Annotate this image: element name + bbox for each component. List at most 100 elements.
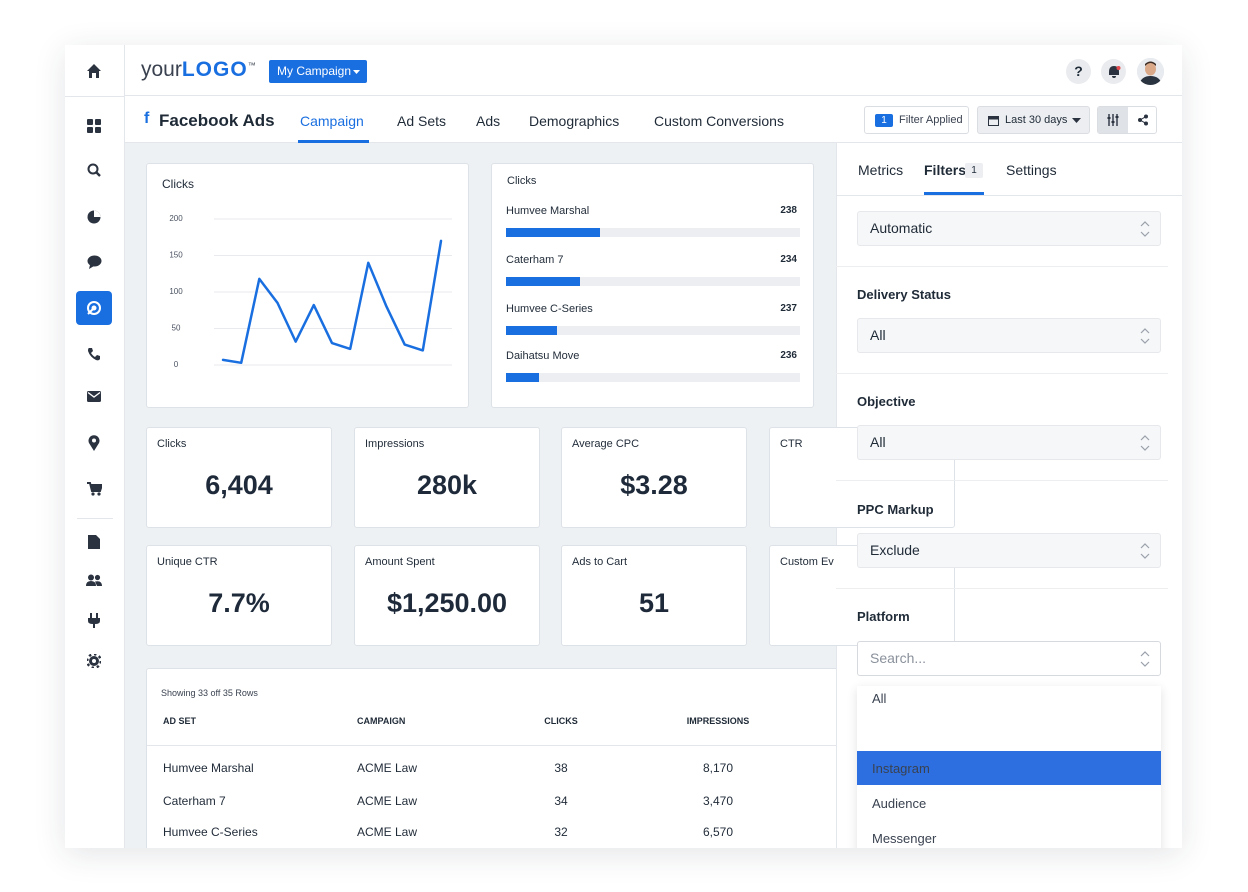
document-icon[interactable] (88, 535, 100, 549)
table-cell: Humvee C-Series (163, 825, 258, 839)
users-icon[interactable] (86, 574, 102, 586)
select-chevron (1140, 651, 1150, 667)
select-chevron (1140, 328, 1150, 344)
select[interactable]: Exclude (857, 533, 1161, 568)
section-divider (836, 266, 1168, 267)
nav-tab[interactable]: Demographics (529, 113, 620, 129)
help-button[interactable]: ? (1066, 59, 1091, 84)
dropdown-option[interactable]: Audience (872, 796, 927, 811)
select-chevron (1140, 435, 1150, 451)
metric-value: 51 (638, 588, 670, 618)
y-tick-label: 0 (174, 360, 179, 369)
column-header: CLICKS (544, 716, 578, 726)
metric-card: Impressions 280k (354, 427, 540, 528)
home-icon[interactable] (86, 63, 102, 79)
metric-label: Ads to Cart (572, 556, 628, 568)
chevron-up (1140, 651, 1150, 657)
select[interactable]: Search... (857, 641, 1161, 676)
bar-fill (506, 228, 600, 237)
bar-fill (506, 373, 539, 382)
settings-icon[interactable] (87, 654, 101, 668)
table-caption: Showing 33 off 35 Rows (161, 688, 258, 698)
campaign-button[interactable]: My Campaign (269, 60, 367, 83)
logo-prefix: your (141, 58, 182, 81)
metric-label: Average CPC (572, 438, 640, 450)
sidebar-divider (65, 96, 124, 97)
field-label: Objective (857, 394, 916, 409)
bar-value: 236 (780, 350, 797, 361)
filters-badge: 1 (965, 163, 983, 178)
bar-value: 237 (780, 303, 797, 314)
nav-tab[interactable]: Ads (476, 113, 501, 129)
view-toggle[interactable] (1097, 106, 1157, 134)
metric-value: $1,250.00 (386, 588, 508, 618)
metric-card: Clicks 6,404 (146, 427, 332, 528)
bar-track (506, 228, 800, 237)
select-chevron (1140, 221, 1150, 237)
line-chart-card: Clicks 0 50 100 150 200 (146, 163, 469, 408)
select[interactable]: All (857, 318, 1161, 353)
section-divider (836, 373, 1168, 374)
metric-label: Custom Ev (780, 556, 834, 568)
y-tick-label: 200 (169, 214, 183, 223)
logo-brand: LOGO (181, 58, 248, 81)
option-highlight (857, 751, 1161, 785)
reports-icon[interactable] (87, 210, 101, 224)
table-cell: ACME Law (357, 761, 418, 775)
logo: yourLOGO™ (141, 58, 256, 82)
panel-tab[interactable]: Filters (924, 162, 967, 178)
chat-icon[interactable] (87, 255, 102, 269)
cart-icon[interactable] (87, 482, 102, 496)
filter-applied-button[interactable]: 1 Filter Applied (864, 106, 969, 134)
nav-tab[interactable]: Custom Conversions (654, 113, 784, 129)
app-window: yourLOGO™ My Campaign ? f Facebook Ads 1… (65, 45, 1182, 848)
panel-tab[interactable]: Metrics (858, 162, 904, 178)
chevron-down (1140, 661, 1150, 667)
share-icon (1138, 114, 1148, 126)
card-title: Clicks (507, 175, 537, 187)
active-tab-indicator (924, 192, 984, 195)
table-cell: ACME Law (357, 825, 418, 839)
select[interactable]: Automatic (857, 211, 1161, 246)
notifications-button[interactable] (1101, 59, 1126, 84)
dropdown-option[interactable]: Instagram (872, 761, 930, 776)
nav-tab[interactable]: Campaign (300, 113, 364, 129)
chevron-up (1140, 328, 1150, 334)
nav-tab[interactable]: Ad Sets (397, 113, 447, 129)
y-tick-label: 100 (169, 287, 183, 296)
phone-icon[interactable] (87, 347, 101, 361)
table-cell: ACME Law (357, 794, 418, 808)
bar-fill (506, 277, 580, 286)
user-avatar[interactable] (1137, 58, 1164, 85)
metric-value: $3.28 (620, 470, 688, 500)
panel-tab[interactable]: Settings (1006, 162, 1057, 178)
column-header: AD SET (163, 716, 197, 726)
metric-value: 7.7% (208, 588, 270, 618)
calendar-icon (988, 116, 999, 126)
dashboard-icon[interactable] (87, 119, 101, 133)
topbar-border (125, 95, 1182, 96)
dropdown-option[interactable]: Facebook (872, 726, 930, 741)
mail-icon[interactable] (87, 391, 101, 403)
page-title: Facebook Ads (159, 111, 275, 130)
metric-label: Unique CTR (157, 556, 218, 568)
caret (1072, 118, 1081, 123)
date-range-button[interactable]: Last 30 days (977, 106, 1090, 134)
table-cell: 38 (554, 761, 568, 775)
sidebar-separator (77, 518, 113, 519)
dropdown-option[interactable]: Messenger (872, 831, 937, 846)
facebook-icon: f (144, 110, 150, 127)
chevron-up (1140, 221, 1150, 227)
select-value: All (870, 327, 886, 343)
table-header-border (147, 745, 867, 746)
dropdown-option[interactable]: All (872, 691, 887, 706)
table-cell: Caterham 7 (163, 794, 226, 808)
location-icon[interactable] (88, 435, 100, 451)
line-series (221, 239, 443, 365)
bar-track (506, 373, 800, 382)
bar-label: Humvee Marshal (506, 205, 590, 217)
caret (353, 70, 360, 74)
plugin-icon[interactable] (88, 613, 100, 628)
search-icon[interactable] (87, 163, 101, 177)
select[interactable]: All (857, 425, 1161, 460)
